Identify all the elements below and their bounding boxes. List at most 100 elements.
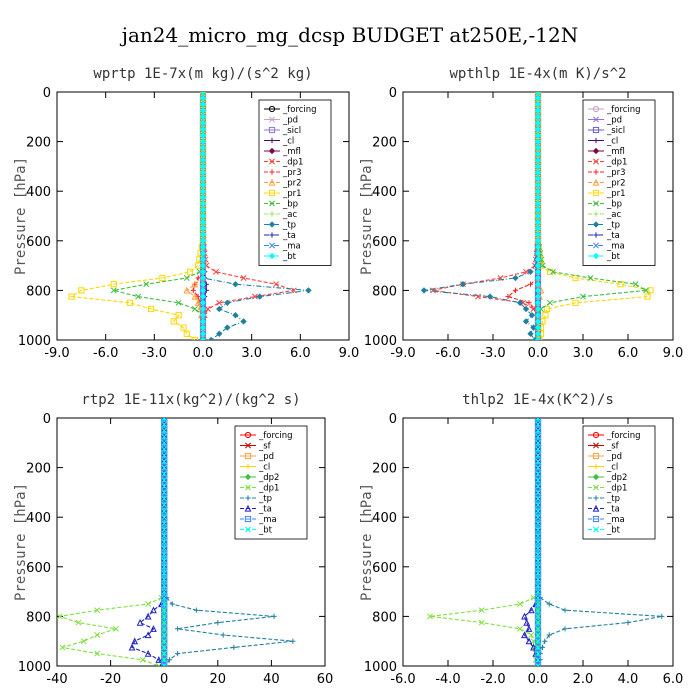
legend-marker (592, 147, 600, 155)
plot-frame (56, 417, 326, 667)
data-point (199, 299, 207, 306)
x-tick-label: -9.0 (44, 346, 69, 361)
legend-label: _ta (258, 505, 272, 515)
legend-marker (245, 484, 251, 491)
series-group (420, 92, 654, 340)
data-point (535, 421, 541, 428)
data-point (534, 175, 542, 182)
data-point (542, 312, 549, 319)
data-point (534, 287, 542, 294)
x-tick-label: -6.0 (435, 346, 460, 361)
data-point (534, 119, 542, 127)
y-tick-label: 200 (372, 462, 397, 477)
data-point (161, 433, 168, 440)
legend-label: _sicl (282, 126, 301, 136)
legend-label: _bt (258, 526, 273, 536)
data-point (546, 601, 552, 607)
data-point (486, 293, 494, 300)
data-point (535, 570, 541, 576)
legend-marker (268, 147, 276, 155)
data-point (199, 318, 207, 325)
y-tick-label: 800 (26, 284, 51, 299)
data-point (128, 643, 136, 651)
data-point (161, 625, 168, 632)
legend-marker (269, 137, 275, 144)
y-axis-label: Pressure [hPa] (13, 157, 29, 275)
data-point (251, 293, 258, 300)
data-point (161, 563, 168, 570)
data-point (199, 206, 207, 213)
data-point (543, 305, 551, 313)
data-point (161, 464, 168, 471)
data-point (199, 119, 207, 127)
chart-panel-3: rtp2 1E-11x(kg^2)/(kg^2 s) Pressure [hPa]… (13, 392, 333, 687)
data-point (647, 287, 654, 294)
legend: _forcing_sf_pd_cl_dp2_dp1_tp_ta_ma_bt (234, 425, 308, 540)
data-point (512, 274, 519, 282)
data-point (534, 299, 542, 306)
data-point (161, 520, 168, 527)
x-tick-label: -4.0 (435, 672, 460, 687)
legend-marker (244, 431, 252, 439)
data-point (535, 495, 541, 502)
data-point (150, 606, 157, 614)
data-point (643, 287, 649, 294)
legend-marker (244, 515, 252, 523)
data-point (224, 299, 231, 306)
data-point (535, 337, 541, 340)
data-point (534, 250, 542, 257)
data-point (534, 132, 542, 139)
data-point (59, 644, 66, 651)
data-point (516, 299, 524, 306)
data-point (161, 483, 168, 490)
data-point (57, 613, 63, 620)
data-point (534, 101, 542, 108)
y-tick-label: 0 (389, 412, 397, 427)
data-point (522, 305, 530, 313)
data-point (161, 427, 168, 434)
data-point (534, 330, 542, 337)
data-point (161, 470, 168, 477)
data-point (522, 318, 530, 325)
legend-label: _ma (606, 242, 625, 252)
chart-panel-4: thlp2 1E-4x(K^2)/s Pressure [hPa] -6.0 -4.0… (359, 392, 683, 687)
legend-label: _forcing (258, 431, 293, 441)
data-point (216, 330, 223, 337)
data-point (161, 607, 168, 614)
legend-label: _forcing (606, 431, 641, 441)
data-point (110, 281, 117, 288)
data-point (193, 607, 199, 613)
data-point (535, 483, 541, 490)
legend-label: _cl (606, 137, 618, 147)
data-point (161, 418, 168, 421)
legend: _forcing_pd_sicl_cl_mfl_dp1_pr3_pr2_pr1_… (582, 99, 656, 266)
data-point (478, 607, 485, 614)
data-point (535, 625, 541, 632)
data-point (534, 662, 542, 666)
data-point (534, 256, 542, 263)
data-point (534, 231, 542, 238)
data-point (199, 225, 207, 232)
data-point (521, 631, 528, 639)
data-point (534, 262, 542, 269)
data-point (145, 601, 152, 607)
data-point (199, 243, 207, 251)
legend-marker (269, 232, 275, 238)
y-tick-label: 600 (372, 235, 397, 250)
legend-label: _mfl (282, 147, 301, 157)
data-point (199, 150, 207, 158)
legend-label: _ma (606, 515, 625, 525)
y-tick-label: 0 (43, 86, 51, 101)
x-tick-label: 0 (160, 672, 168, 687)
data-point (535, 539, 541, 545)
x-tick-label: -3.0 (142, 346, 167, 361)
data-point (232, 312, 239, 319)
data-point (199, 305, 207, 313)
data-point (199, 157, 207, 164)
data-point (194, 299, 202, 306)
legend-label: _tp (606, 494, 620, 504)
legend-label: _ta (606, 505, 620, 515)
legend-marker (268, 189, 276, 197)
legend-marker (592, 189, 600, 197)
legend-marker (269, 116, 275, 123)
